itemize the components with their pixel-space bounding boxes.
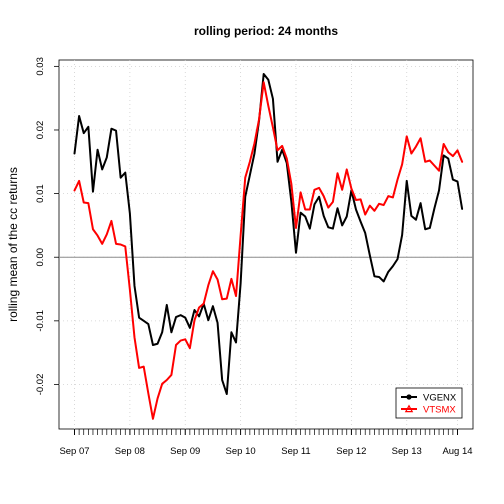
y-axis: -0.02 -0.01 0.00 0.01 0.02 0.03 [35, 57, 59, 395]
y-tick-label: -0.01 [35, 310, 46, 332]
series-line-vtsmx [73, 81, 464, 420]
legend-marker-triangle [404, 404, 414, 413]
x-tick-label: Sep 13 [392, 446, 422, 457]
y-tick-label: 0.02 [35, 121, 46, 140]
x-tick-label: Sep 11 [281, 446, 310, 457]
legend-label-vtsmx: VTSMX [423, 404, 456, 415]
x-tick-label: Sep 10 [226, 446, 256, 457]
legend-marker-circle [406, 394, 412, 400]
y-tick-label: 0.03 [35, 57, 46, 76]
x-tick-label: Aug 14 [442, 446, 472, 457]
plot-frame [58, 59, 474, 430]
x-tick-label: Sep 07 [59, 446, 89, 457]
x-axis: Sep 07 Sep 08 Sep 09 Sep 10 Sep 11 Sep 12 Sep … [59, 429, 473, 457]
x-tick-label: Sep 08 [115, 446, 145, 457]
legend-label-vgenx: VGENX [423, 392, 457, 403]
series-line-vgenx [73, 73, 464, 396]
y-tick-label: 0.00 [35, 248, 46, 267]
y-tick-label: 0.01 [35, 184, 46, 203]
x-tick-label: Sep 09 [170, 446, 200, 457]
x-tick-label: Sep 12 [336, 446, 366, 457]
y-tick-label: -0.02 [35, 374, 46, 396]
chart-title: rolling period: 24 months [194, 24, 338, 38]
series-lines [73, 73, 464, 420]
y-axis-label: rolling mean of the cc returns [6, 167, 20, 322]
legend-box [395, 387, 463, 419]
